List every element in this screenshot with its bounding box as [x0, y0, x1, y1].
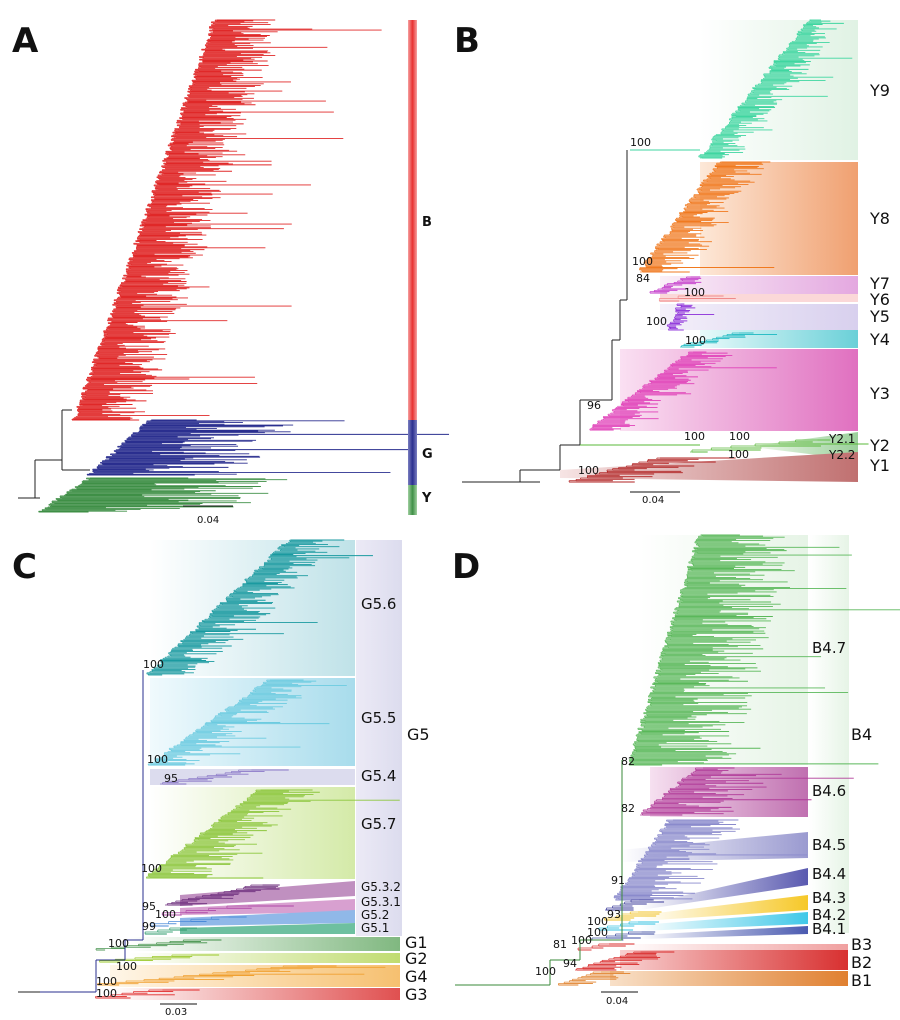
clade-label-g5-3-1: G5.3.1: [361, 895, 401, 909]
clade-label-g5-7: G5.7: [361, 815, 396, 833]
clade-label-g5-3-2: G5.3.2: [361, 880, 401, 894]
bootstrap-g5-3: 95: [142, 900, 156, 913]
clade-box-g2: [130, 953, 400, 963]
panel-label-c: C: [12, 547, 37, 587]
tree-a: [18, 19, 450, 513]
bootstrap-g5-5: 100: [147, 753, 168, 766]
clade-label-g5-1: G5.1: [361, 921, 389, 935]
clade-label-g5-6: G5.6: [361, 595, 396, 613]
panel-b: B Y9 Y8 Y7 Y6 Y5 Y4 Y3 Y2 Y1 Y2.1 Y2.2 1…: [454, 19, 890, 506]
clade-box-g5-3-2: [180, 881, 355, 906]
bootstrap-y1: 100: [578, 464, 599, 477]
clade-label-y6: Y6: [869, 290, 890, 309]
clade-label-y2: Y2: [869, 436, 890, 455]
clade-box-g5-1: [180, 923, 355, 934]
panel-d: D B4.7 B4.6 B4.5 B4.4 B4.3 B4.2 B4.1 B4 …: [452, 534, 900, 1007]
scale-label-b: 0.04: [642, 495, 664, 506]
group-label-g5: G5: [407, 725, 430, 744]
clade-box-b1: [610, 971, 848, 986]
tree-d: [455, 534, 900, 986]
group-label-b: B: [422, 215, 432, 230]
clade-box-y6: [660, 294, 858, 302]
clade-label-y8: Y8: [869, 209, 890, 228]
scale-label-a: 0.04: [197, 515, 219, 526]
bootstrap-y6: 100: [684, 286, 705, 299]
panel-c: C G5.6 G5.5 G5.4 G5.7 G5.3.2 G5.3.1 G5.2…: [12, 539, 430, 1018]
clade-box-g4: [110, 965, 400, 987]
group-box-g5: [356, 540, 402, 936]
panel-a: A B G Y 0.04: [12, 19, 450, 526]
bootstrap-y9: 100: [630, 136, 651, 149]
clade-label-g5-2: G5.2: [361, 908, 389, 922]
bootstrap-g1: 100: [108, 937, 129, 950]
bootstrap-y8: 100: [632, 255, 653, 268]
tree-b: [462, 19, 869, 483]
clade-label-y3: Y3: [869, 384, 890, 403]
bootstrap-y2-2: 100: [728, 448, 749, 461]
tree-c: [18, 539, 400, 999]
clade-box-g5-2: [180, 910, 355, 926]
group-label-y: Y: [421, 491, 432, 506]
clade-box-b3: [620, 944, 848, 950]
bootstrap-g5-4: 95: [164, 772, 178, 785]
clade-label-g3: G3: [405, 985, 428, 1004]
bootstrap-g3: 100: [96, 987, 117, 1000]
bootstrap-g5-7: 100: [141, 862, 162, 875]
group-box-b4: [809, 535, 849, 933]
clade-label-g2: G2: [405, 949, 428, 968]
clade-box-g3: [110, 988, 400, 1000]
bootstrap-g5-6: 100: [143, 658, 164, 671]
panel-label-b: B: [454, 21, 480, 61]
group-bar-g: [408, 420, 417, 485]
panel-label-a: A: [12, 21, 39, 61]
group-label-g: G: [422, 447, 433, 462]
group-bar-y: [408, 485, 417, 515]
clade-label-y5: Y5: [869, 307, 890, 326]
bootstrap-y7: 84: [636, 272, 650, 285]
clade-box-g1: [130, 937, 400, 951]
clade-box-b4-3: [640, 895, 808, 921]
clade-label-y7: Y7: [869, 274, 890, 293]
clade-box-b4-4: [640, 868, 808, 910]
clade-label-g4: G4: [405, 967, 428, 986]
bootstrap-g4: 100: [96, 975, 117, 988]
subclade-label-y2-2: Y2.2: [828, 448, 855, 462]
bootstrap-y2-1: 100: [729, 430, 750, 443]
clade-label-g1: G1: [405, 933, 428, 952]
bootstrap-g5-3b: 100: [155, 908, 176, 921]
panel-label-d: D: [452, 547, 480, 587]
clade-box-y7: [660, 276, 858, 294]
clade-box-b4-2: [640, 912, 808, 931]
bootstrap-y3: 96: [587, 399, 601, 412]
group-bar-b: [408, 20, 417, 420]
scale-label-c: 0.03: [165, 1007, 187, 1018]
clade-box-b4-1: [640, 926, 808, 939]
bootstrap-g5-1: 99: [142, 920, 156, 933]
bootstrap-y5: 100: [646, 315, 667, 328]
clade-box-y1: [560, 452, 858, 482]
clade-box-g5-3-1: [180, 899, 355, 915]
clade-box-b2: [620, 950, 848, 970]
clade-label-g5-4: G5.4: [361, 767, 396, 785]
clade-box-y3: [620, 349, 858, 431]
bootstrap-g2: 100: [116, 960, 137, 973]
subclade-label-y2-1: Y2.1: [828, 432, 855, 446]
bootstrap-y4: 100: [685, 334, 706, 347]
clade-label-y1: Y1: [869, 456, 890, 475]
clade-label-y4: Y4: [869, 330, 890, 349]
bootstrap-y2: 100: [684, 430, 705, 443]
clade-label-y9: Y9: [869, 81, 890, 100]
clade-label-g5-5: G5.5: [361, 709, 396, 727]
